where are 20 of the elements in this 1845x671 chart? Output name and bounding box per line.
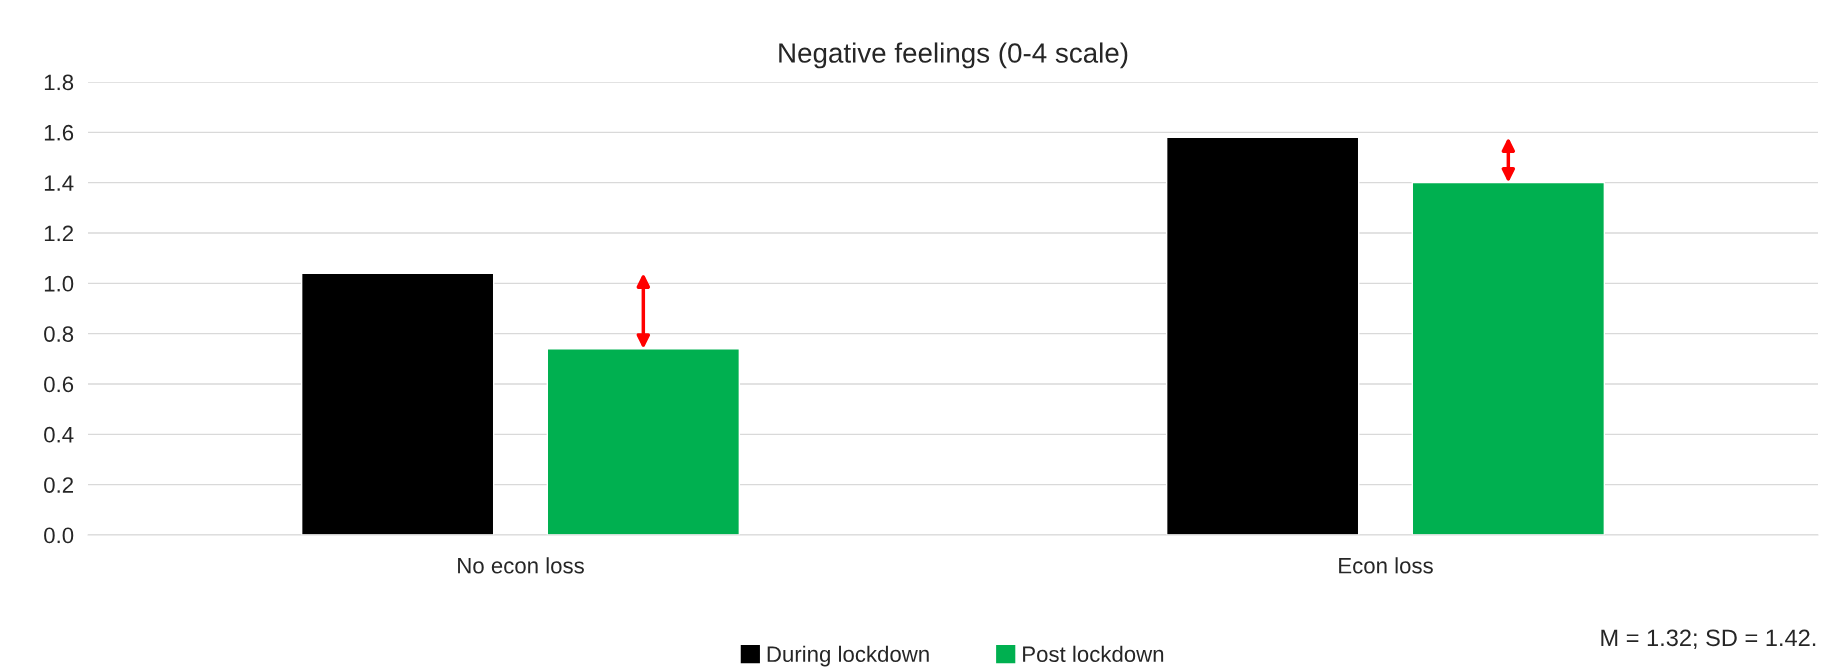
x-tick-label: No econ loss	[458, 557, 584, 574]
y-tick-label: 1.2	[44, 225, 73, 242]
bar	[300, 272, 495, 535]
y-tick-label: 0.6	[44, 376, 74, 393]
bar	[546, 348, 741, 535]
legend-label: During lockdown	[767, 645, 929, 667]
y-tick-label: 0.2	[44, 477, 73, 493]
bar	[1411, 181, 1606, 535]
y-tick-label: 0.8	[44, 326, 74, 342]
y-tick-label: 1.4	[44, 175, 74, 191]
y-tick-label: 1.0	[44, 275, 74, 292]
bar	[1165, 136, 1360, 535]
y-tick-label: 0.0	[44, 527, 74, 544]
x-tick-label: Econ loss	[1339, 557, 1433, 574]
text: M = 1.32; SD = 1.42.	[1601, 629, 1816, 649]
y-tick-label: 0.4	[44, 426, 74, 443]
legend-label: Post lockdown	[1023, 645, 1164, 663]
y-tick-label: 1.8	[44, 74, 74, 91]
y-tick-label: 1.6	[44, 124, 74, 141]
chart-title: Negative feelings (0-4 scale)	[779, 42, 1128, 69]
